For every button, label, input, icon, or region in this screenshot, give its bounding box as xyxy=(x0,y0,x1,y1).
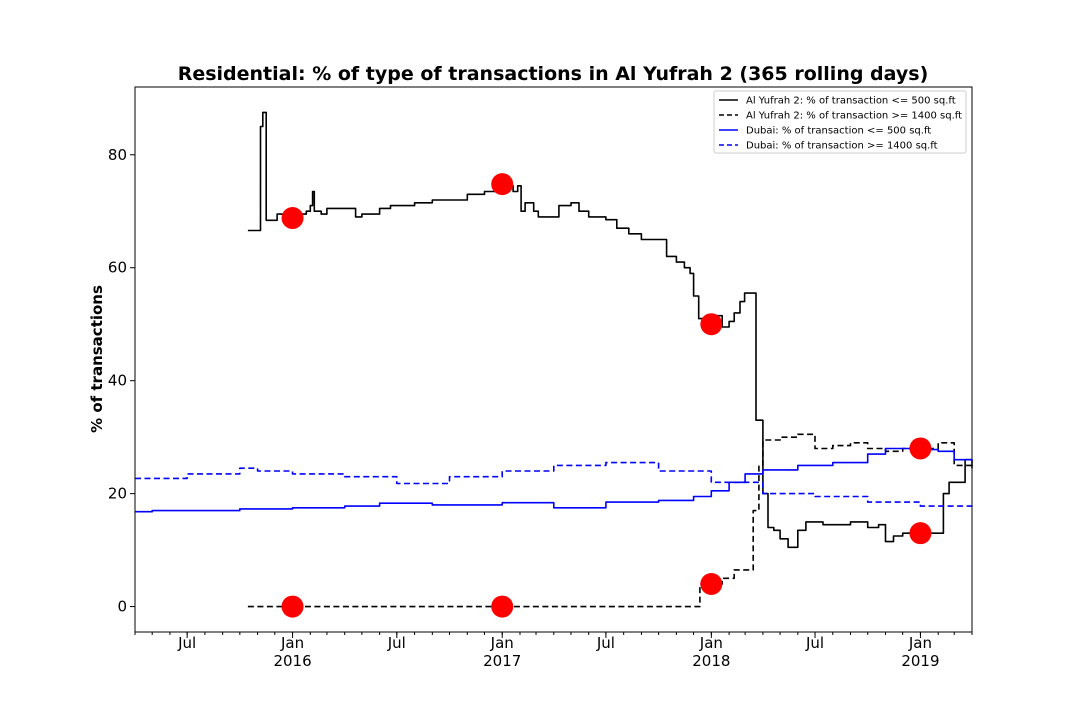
y-tick-label: 40 xyxy=(108,372,127,390)
x-tick-year-label: 2016 xyxy=(273,652,311,670)
x-tick-label: Jul xyxy=(805,634,824,652)
red-marker xyxy=(281,595,304,618)
x-tick-label: Jan xyxy=(490,634,514,652)
red-marker xyxy=(700,313,723,336)
series-layer xyxy=(135,111,973,608)
legend: Al Yufrah 2: % of transaction <= 500 sq.… xyxy=(713,90,967,154)
legend-label: Dubai: % of transaction <= 500 sq.ft xyxy=(746,126,931,137)
red-marker xyxy=(491,173,514,196)
series-line-1 xyxy=(247,111,973,549)
series-line-4 xyxy=(135,461,973,507)
series-line-3 xyxy=(135,447,973,513)
y-axis: 0 20 40 60 80 xyxy=(108,146,135,616)
red-marker xyxy=(491,595,514,618)
legend-box xyxy=(713,90,967,154)
x-tick-year-label: 2017 xyxy=(483,652,521,670)
x-tick-label: Jan xyxy=(908,634,932,652)
y-tick-label: 20 xyxy=(108,485,127,503)
x-tick-label: Jul xyxy=(387,634,406,652)
y-axis-label: % of transactions xyxy=(88,285,106,433)
x-tick-label: Jan xyxy=(280,634,304,652)
legend-label: Dubai: % of transaction >= 1400 sq.ft xyxy=(746,141,938,152)
chart-title: Residential: % of type of transactions i… xyxy=(178,63,929,85)
red-marker xyxy=(909,522,932,545)
red-marker xyxy=(909,437,932,460)
marker-layer xyxy=(281,173,932,618)
y-tick-label: 80 xyxy=(108,146,127,164)
x-tick-label: Jul xyxy=(177,634,196,652)
y-tick-label: 0 xyxy=(117,598,127,616)
x-tick-label: Jul xyxy=(596,634,615,652)
x-tick-year-label: 2018 xyxy=(692,652,730,670)
legend-label: Al Yufrah 2: % of transaction <= 500 sq.… xyxy=(746,96,956,107)
series-line-2 xyxy=(247,433,973,608)
y-tick-label: 60 xyxy=(108,259,127,277)
red-marker xyxy=(700,572,723,595)
legend-label: Al Yufrah 2: % of transaction >= 1400 sq… xyxy=(746,111,962,122)
x-tick-label: Jan xyxy=(699,634,723,652)
x-tick-year-label: 2019 xyxy=(901,652,939,670)
red-marker xyxy=(281,207,304,230)
